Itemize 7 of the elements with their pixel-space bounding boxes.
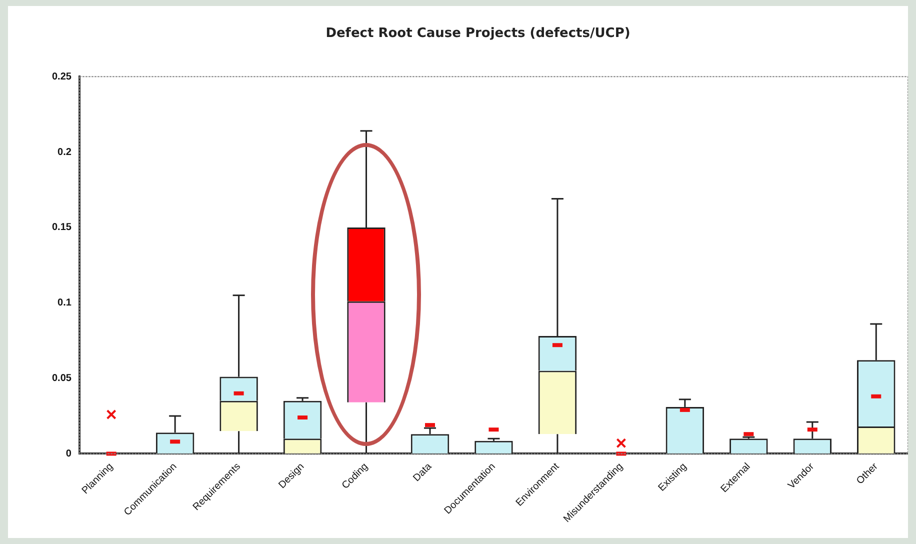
- y-tick-label: 0.1: [58, 298, 72, 309]
- chart-title: Defect Root Cause Projects (defects/UCP): [326, 26, 630, 42]
- y-tick-label: 0.05: [52, 373, 72, 384]
- y-tick-label: 0.15: [52, 222, 72, 234]
- y-tick-label: 0.25: [52, 71, 72, 82]
- y-tick-label: 0: [66, 448, 72, 460]
- y-tick-label: 0.2: [58, 146, 72, 158]
